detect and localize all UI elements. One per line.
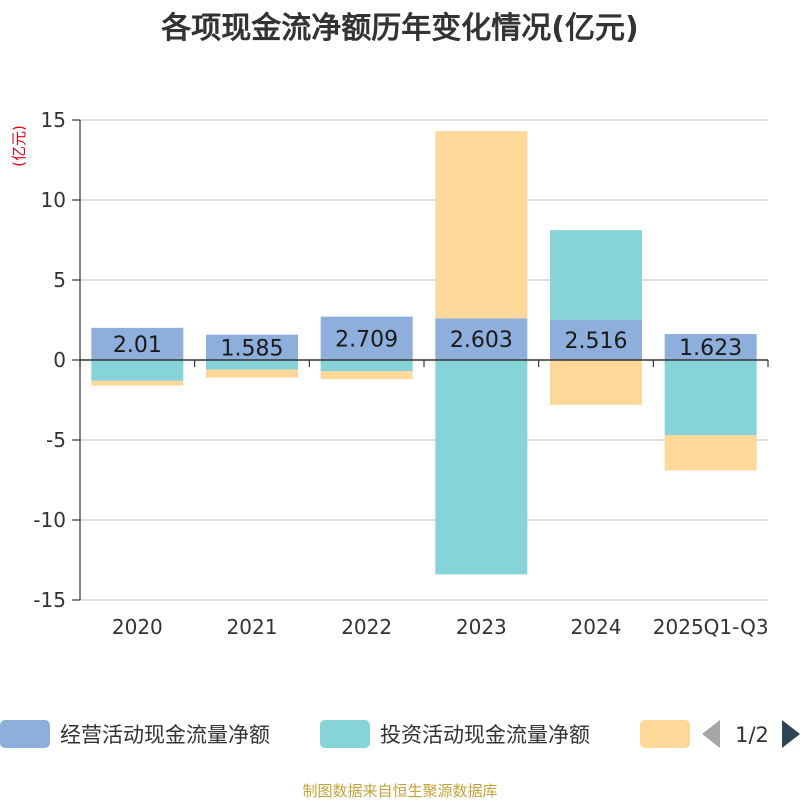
bar-series <box>91 131 757 575</box>
y-tick-label: -15 <box>33 588 66 612</box>
legend-swatch <box>320 720 370 748</box>
x-tick-label: 2025Q1-Q3 <box>653 615 769 639</box>
y-tick-label: 5 <box>53 268 66 292</box>
x-tick-label: 2023 <box>456 615 507 639</box>
y-tick-label: -5 <box>46 428 66 452</box>
legend: 经营活动现金流量净额 投资活动现金流量净额 1/2 <box>0 720 800 748</box>
data-labels: 2.01 1.585 2.709 2.603 2.516 1.623 <box>113 327 742 361</box>
data-label: 2.516 <box>565 329 628 354</box>
bar-2025Q1-Q3-series-0[interactable] <box>664 334 757 360</box>
legend-page-indicator: 1/2 <box>735 723 769 747</box>
data-label: 2.709 <box>335 327 398 352</box>
axes: 15 10 5 0 -5 -10 -15 2020 2021 2022 2023 2024 2025Q1… <box>33 108 769 639</box>
legend-swatch <box>0 720 50 748</box>
x-tick-label: 2024 <box>571 615 622 639</box>
x-tick-label: 2020 <box>112 615 163 639</box>
bar-2023-series-2[interactable] <box>435 131 528 319</box>
x-tick-label: 2021 <box>227 615 278 639</box>
bar-2022-series-2[interactable] <box>320 371 413 380</box>
legend-item-0[interactable]: 经营活动现金流量净额 <box>0 720 270 748</box>
legend-item-2[interactable] <box>640 720 690 748</box>
y-tick-label: 0 <box>53 348 66 372</box>
grid-lines <box>80 119 768 601</box>
bar-2024-series-1[interactable] <box>550 230 642 320</box>
legend-item-1[interactable]: 投资活动现金流量净额 <box>320 720 590 748</box>
legend-prev-icon[interactable] <box>702 720 720 748</box>
y-tick-label: -10 <box>33 508 66 532</box>
legend-label: 经营活动现金流量净额 <box>60 723 270 747</box>
data-label: 2.603 <box>450 328 513 353</box>
bar-2020-series-2[interactable] <box>91 380 184 386</box>
bar-2025Q1-Q3-series-2[interactable] <box>664 435 757 471</box>
bar-2020-series-0[interactable] <box>91 327 184 360</box>
chart-title: 各项现金流净额历年变化情况(亿元) <box>160 11 638 46</box>
bar-2025Q1-Q3-series-1[interactable] <box>664 360 757 436</box>
bar-2024-series-0[interactable] <box>550 319 642 360</box>
bar-2023-series-1[interactable] <box>435 360 528 575</box>
y-tick-label: 10 <box>41 188 66 212</box>
legend-next-icon[interactable] <box>782 720 800 748</box>
x-tick-label: 2022 <box>341 615 392 639</box>
y-tick-label: 15 <box>41 108 66 132</box>
bar-2021-series-2[interactable] <box>206 369 298 378</box>
source-note: 制图数据来自恒生聚源数据库 <box>302 782 497 800</box>
bar-2021-series-0[interactable] <box>206 334 298 360</box>
bar-2024-series-2[interactable] <box>550 360 642 405</box>
bar-2023-series-0[interactable] <box>435 318 528 360</box>
data-label: 1.585 <box>221 336 284 361</box>
bar-2020-series-1[interactable] <box>91 360 184 381</box>
data-label: 2.01 <box>113 333 162 358</box>
y-axis-unit: (亿元) <box>10 125 28 167</box>
data-label: 1.623 <box>679 336 742 361</box>
legend-swatch <box>640 720 690 748</box>
bar-2022-series-0[interactable] <box>320 316 413 360</box>
bar-2022-series-1[interactable] <box>320 360 413 372</box>
legend-label: 投资活动现金流量净额 <box>380 723 590 747</box>
bar-2021-series-1[interactable] <box>206 360 298 370</box>
